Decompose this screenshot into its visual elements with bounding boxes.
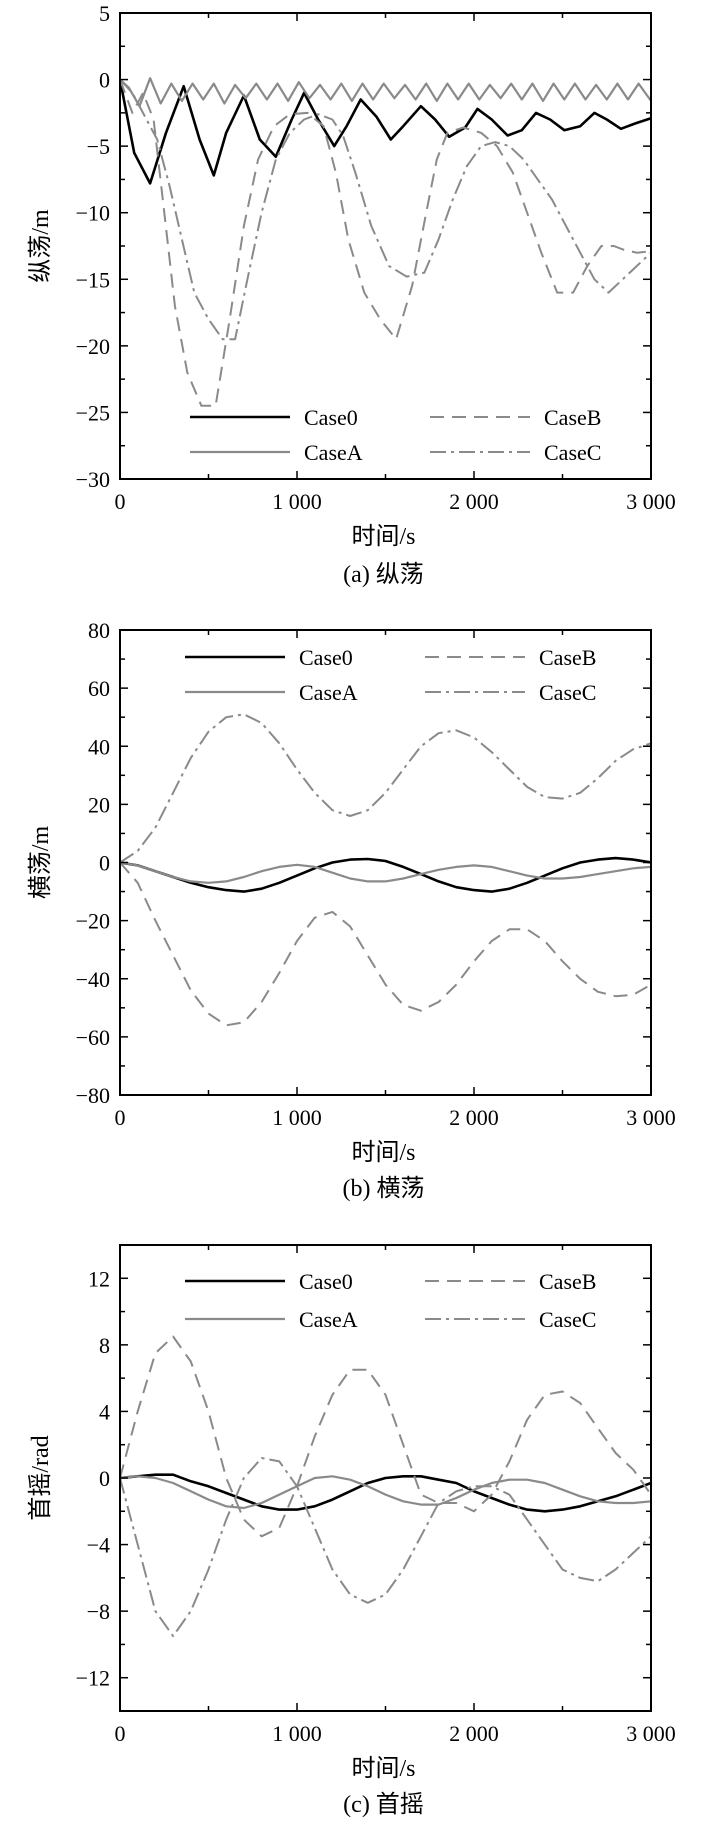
legend-label-case0: Case0: [299, 645, 353, 670]
y-tick-label: 40: [88, 734, 110, 759]
x-tick-label: 1 000: [272, 1105, 322, 1130]
panel-caption: (b) 横荡: [343, 1175, 425, 1202]
x-tick-label: 2 000: [449, 1105, 499, 1130]
series-line-case0: [120, 1473, 651, 1513]
legend-label-case0: Case0: [299, 1269, 353, 1294]
legend-label-caseb: CaseB: [539, 1269, 596, 1294]
y-tick-label: 0: [99, 1466, 110, 1491]
y-tick-label: −15: [76, 267, 110, 292]
legend-label-casea: CaseA: [304, 440, 363, 465]
y-tick-label: 0: [99, 851, 110, 876]
series-line-case0: [120, 856, 651, 893]
series-line-casec: [120, 78, 651, 341]
panel-caption: (a) 纵荡: [343, 561, 424, 588]
legend-label-casec: CaseC: [539, 680, 596, 705]
series-line-case0: [120, 79, 651, 185]
y-axis-label: 纵荡/m: [27, 209, 54, 283]
legend-label-case0: Case0: [304, 405, 358, 430]
x-axis-label: 时间/s: [351, 1139, 415, 1166]
y-tick-label: 60: [88, 676, 110, 701]
y-tick-label: 12: [88, 1266, 110, 1291]
legend-label-casec: CaseC: [539, 1307, 596, 1332]
x-tick-label: 1 000: [272, 489, 322, 514]
series-line-casea: [120, 1475, 651, 1510]
y-tick-label: −60: [76, 1025, 110, 1050]
x-tick-label: 3 000: [626, 1105, 676, 1130]
chart-panel-1: 0 1 000 2 000 3 000 80 60 40 20 0 −20 −40 −60 −80 时间/…: [27, 618, 676, 1202]
y-tick-label: 5: [99, 1, 110, 26]
x-axis-label: 时间/s: [351, 1755, 415, 1782]
y-tick-label: 4: [99, 1399, 110, 1424]
x-tick-label: 3 000: [626, 1721, 676, 1746]
x-tick-label: 0: [115, 489, 126, 514]
y-tick-label: −80: [76, 1083, 110, 1108]
y-axis-label: 横荡/m: [27, 826, 54, 900]
series-line-casea: [120, 861, 651, 884]
y-tick-label: −25: [76, 400, 110, 425]
series-line-casea: [120, 77, 651, 108]
x-tick-label: 3 000: [626, 489, 676, 514]
y-tick-label: 80: [88, 618, 110, 643]
y-tick-label: −20: [76, 909, 110, 934]
x-axis-label: 时间/s: [351, 523, 415, 550]
x-tick-label: 0: [115, 1105, 126, 1130]
x-tick-label: 1 000: [272, 1721, 322, 1746]
legend-label-casea: CaseA: [299, 1307, 358, 1332]
y-tick-label: 0: [99, 68, 110, 93]
chart-panel-0: 0 1 000 2 000 3 000 5 0 −5 −10 −15 −20 −25 −30 时间/s 纵…: [27, 1, 676, 588]
chart-panel-2: 0 1 000 2 000 3 000 12 8 4 0 −4 −8 −12 时间/s 首摇/rad (c…: [27, 1244, 676, 1818]
y-tick-label: 8: [99, 1333, 110, 1358]
y-axis-label: 首摇/rad: [27, 1435, 54, 1520]
y-tick-label: −30: [76, 467, 110, 492]
panel-caption: (c) 首摇: [343, 1791, 424, 1818]
legend-label-casec: CaseC: [544, 440, 601, 465]
series-line-casec: [120, 1457, 651, 1638]
y-tick-label: −4: [87, 1533, 110, 1558]
legend-label-caseb: CaseB: [539, 645, 596, 670]
x-tick-label: 2 000: [449, 489, 499, 514]
x-tick-label: 2 000: [449, 1721, 499, 1746]
y-tick-label: 20: [88, 792, 110, 817]
legend-label-caseb: CaseB: [544, 405, 601, 430]
y-tick-label: −40: [76, 967, 110, 992]
series-line-caseb: [120, 861, 651, 1027]
legend-label-casea: CaseA: [299, 680, 358, 705]
series-line-casec: [120, 713, 651, 864]
x-tick-label: 0: [115, 1721, 126, 1746]
y-tick-label: −10: [76, 201, 110, 226]
series-line-caseb: [120, 1335, 651, 1538]
y-tick-label: −20: [76, 334, 110, 359]
y-tick-label: −12: [76, 1666, 110, 1691]
series-line-caseb: [120, 79, 651, 407]
y-tick-label: −5: [87, 134, 110, 159]
y-tick-label: −8: [87, 1599, 110, 1624]
